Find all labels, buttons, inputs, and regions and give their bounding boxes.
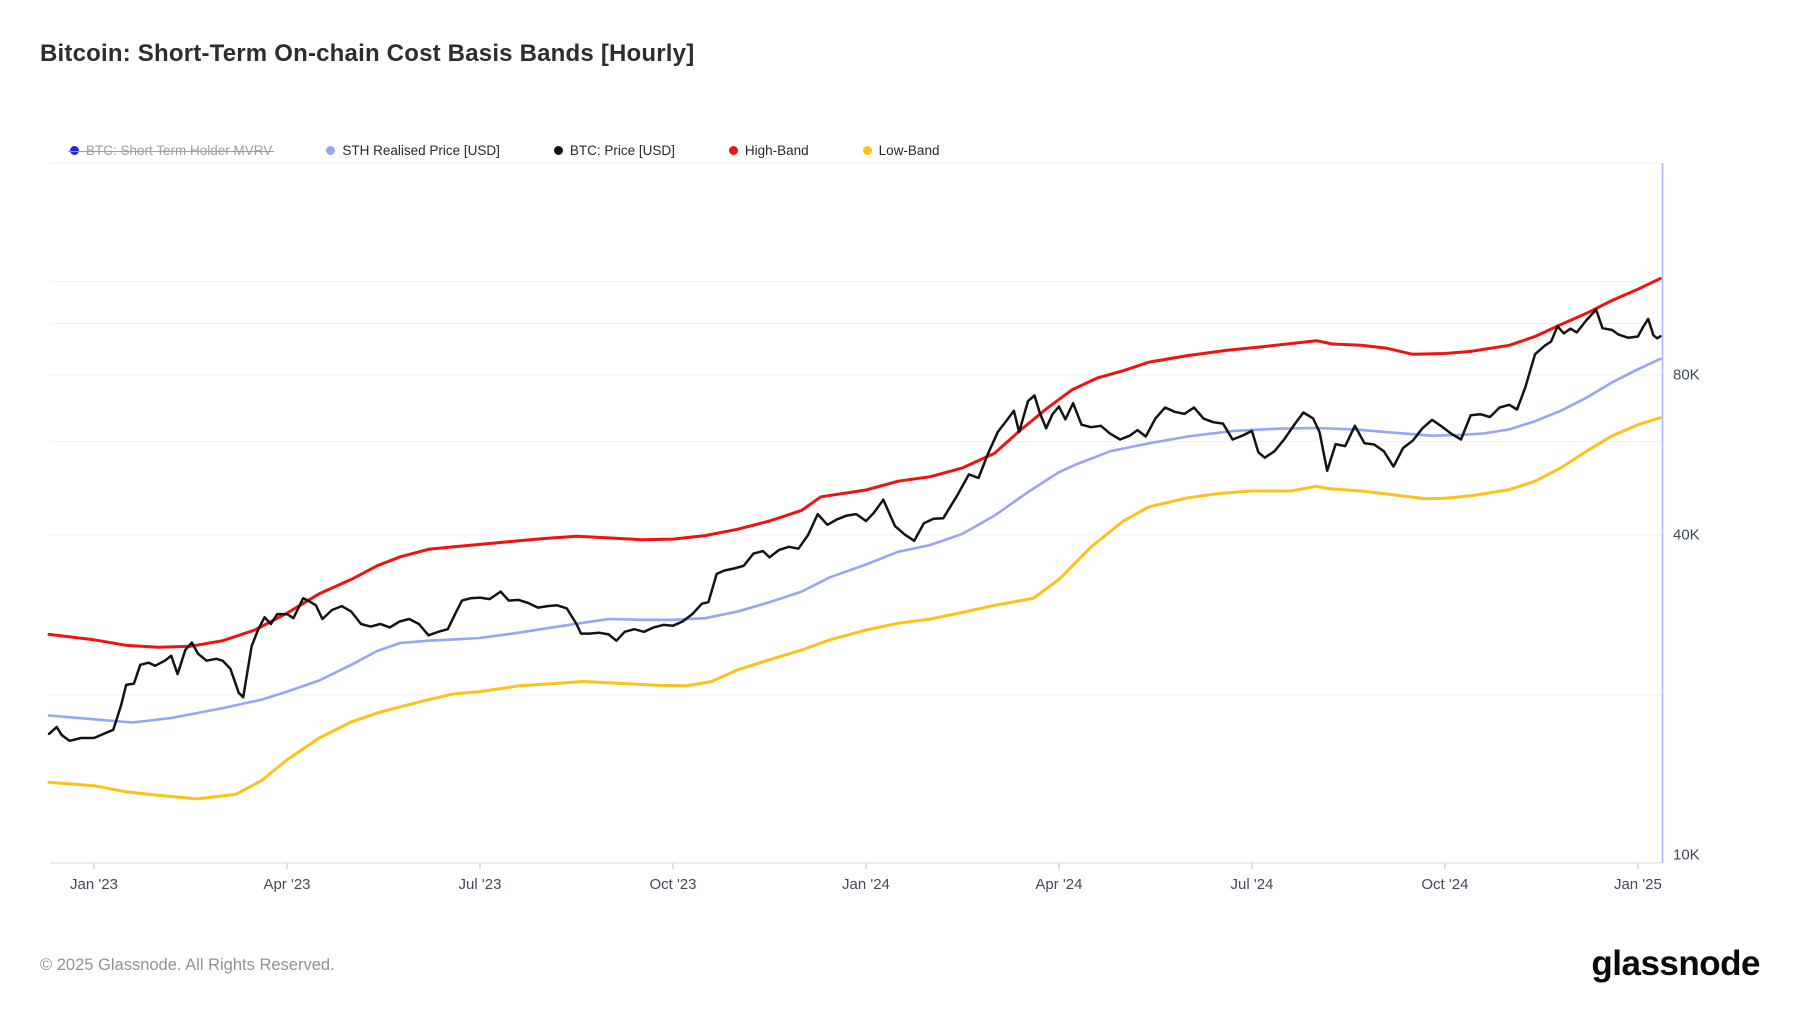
y-axis-label: 40K [1673, 526, 1700, 544]
x-axis-label: Apr '24 [1035, 876, 1083, 893]
glassnode-logo: glassnode [1591, 944, 1760, 983]
x-axis-label: Apr '23 [263, 876, 311, 893]
x-axis-label: Oct '24 [1421, 876, 1469, 893]
legend-item-sth-realised-price-usd[interactable]: STH Realised Price [USD] [326, 143, 500, 158]
chart-legend: BTC: Short Term Holder MVRV STH Realised … [67, 143, 940, 158]
y-axis-label: 80K [1673, 366, 1700, 384]
legend-color-dot-icon [862, 146, 872, 155]
series-line-low-band [47, 416, 1662, 801]
x-axis-label: Jul '23 [458, 876, 502, 893]
legend-color-dot-icon [728, 146, 738, 155]
x-axis-label: Jul '24 [1230, 876, 1274, 893]
legend-color-dot-icon [326, 146, 336, 155]
legend-item-btc-price-usd[interactable]: BTC: Price [USD] [553, 143, 675, 158]
x-axis-label: Oct '23 [649, 876, 697, 893]
legend-item-label: STH Realised Price [USD] [342, 143, 500, 158]
x-axis-label: Jan '24 [842, 876, 890, 893]
legend-item-label: Low-Band [878, 143, 940, 158]
legend-item-high-band[interactable]: High-Band [728, 143, 809, 158]
series-line-btc-price-usd [47, 308, 1662, 743]
legend-item-label: High-Band [744, 143, 809, 158]
legend-item-btc-short-term-holder-mvrv[interactable]: BTC: Short Term Holder MVRV [67, 143, 275, 158]
legend-item-label: BTC: Price [USD] [569, 143, 675, 158]
legend-color-dot-icon [553, 146, 563, 155]
page-title: Bitcoin: Short-Term On-chain Cost Basis … [40, 40, 695, 67]
x-axis-label: Jan '25 [1613, 876, 1662, 893]
legend-item-low-band[interactable]: Low-Band [862, 143, 940, 158]
series-line-sth-realised-price-usd [47, 357, 1662, 724]
series-line-high-band [47, 277, 1662, 649]
x-axis-label: Jan '23 [70, 876, 118, 893]
y-axis-label: 10K [1673, 846, 1700, 864]
footer-copyright: © 2025 Glassnode. All Rights Reserved. [40, 956, 335, 974]
